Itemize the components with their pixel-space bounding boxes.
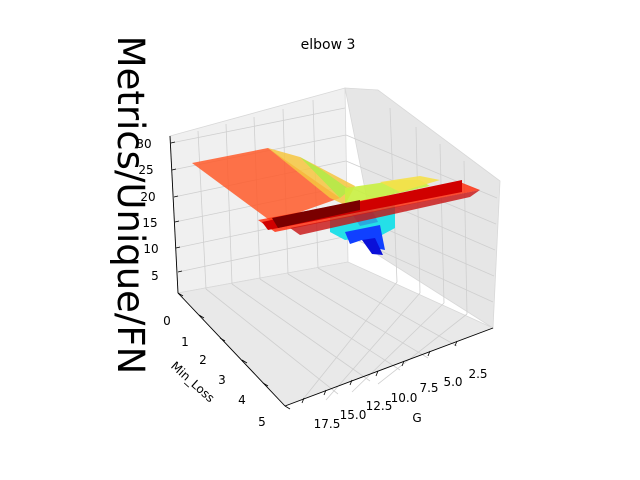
surface-high-plateau — [192, 148, 340, 222]
z-tick-marks — [170, 141, 183, 273]
z-tick-label-25: 25 — [138, 163, 153, 177]
y-tick-label-4: 4 — [238, 393, 246, 407]
x-tick-label-7.5: 7.5 — [419, 381, 438, 395]
z-tick-label-30: 30 — [136, 137, 151, 151]
z-tick-label-20: 20 — [140, 190, 155, 204]
y-tick-label-1: 1 — [181, 335, 189, 349]
chart-title: elbow 3 — [301, 37, 356, 53]
surface-trough-deep — [362, 238, 383, 255]
x-tick-label-5.0: 5.0 — [443, 375, 462, 389]
x-tick-label-10.0: 10.0 — [391, 391, 418, 405]
axis-lines — [169, 135, 494, 407]
y-tick-label-2: 2 — [199, 353, 207, 367]
surface-right-yellow — [380, 176, 440, 192]
x-axis-label: G — [412, 411, 421, 425]
surface-ridge-front — [290, 190, 480, 235]
y-tick-label-3: 3 — [218, 373, 226, 387]
surface — [192, 148, 480, 255]
x-tick-label-17.5: 17.5 — [314, 417, 341, 431]
surface-ridge-dark — [272, 200, 360, 228]
y-tick-marks — [177, 292, 291, 410]
x-tick-marks — [301, 340, 458, 404]
x-tick-label-15.0: 15.0 — [340, 408, 367, 422]
x-tick-label-12.5: 12.5 — [366, 399, 393, 413]
z-axis-label: Metrics/Unique/FN — [109, 36, 152, 375]
y-tick-label-5: 5 — [258, 415, 266, 429]
y-axis-label: Min_Loss — [168, 359, 217, 405]
z-tick-label-10: 10 — [143, 242, 158, 256]
z-tick-label-5: 5 — [151, 269, 159, 283]
y-tick-label-0: 0 — [163, 314, 171, 328]
surface-green-slope — [300, 157, 350, 198]
x-tick-label-2.5: 2.5 — [468, 367, 487, 381]
z-tick-label-15: 15 — [142, 216, 157, 230]
